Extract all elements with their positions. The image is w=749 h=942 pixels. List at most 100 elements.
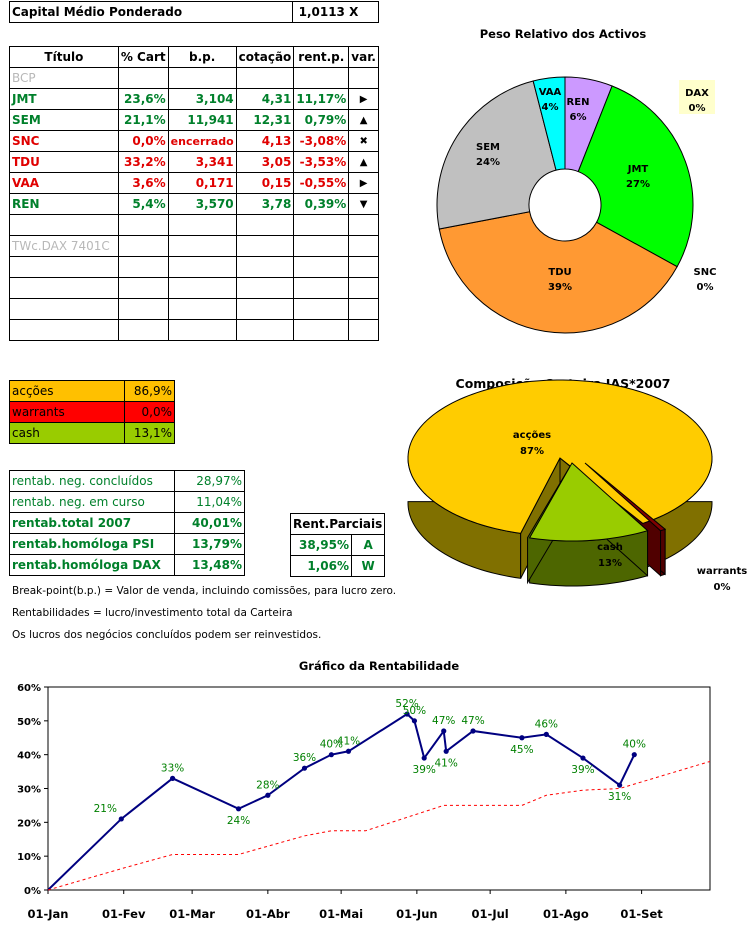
pie1-pct-jmt: 27%	[626, 179, 650, 190]
col-var: var.	[348, 46, 379, 68]
cell-cotacao	[235, 256, 295, 278]
cell-titulo: SEM	[9, 109, 119, 131]
y-tick-label: 40%	[17, 751, 41, 762]
cell-titulo: BCP	[9, 67, 119, 89]
note-rentabilidades: Rentabilidades = lucro/investimento tota…	[12, 607, 293, 619]
data-point	[580, 755, 586, 761]
allocation-label: cash	[9, 422, 125, 444]
cell-cart	[117, 277, 169, 299]
cell-cotacao	[235, 319, 295, 341]
partial-tag: W	[350, 555, 386, 577]
data-label: 21%	[94, 803, 117, 815]
data-label: 36%	[293, 752, 316, 764]
returns-value: 13,79%	[174, 533, 245, 555]
x-tick-label: 01-Fev	[102, 907, 146, 921]
data-label: 40%	[320, 739, 343, 751]
data-point	[404, 711, 410, 717]
data-label: 33%	[161, 762, 184, 774]
pie1-slice-sem	[436, 80, 557, 230]
data-label: 39%	[571, 764, 594, 776]
cell-bp	[167, 235, 237, 257]
composicao-chart: Composição Carteira JAS*2007 acções87%wa…	[407, 376, 747, 593]
cell-var-indicator: ▲	[348, 109, 379, 131]
data-point	[265, 792, 271, 798]
data-point	[441, 728, 447, 734]
data-label: 28%	[256, 779, 279, 791]
cell-cart	[117, 235, 169, 257]
cell-titulo	[9, 319, 119, 341]
returns-label: rentab. neg. em curso	[9, 491, 175, 513]
cell-var-indicator	[348, 67, 379, 89]
cell-var-indicator	[348, 214, 379, 236]
data-label: 31%	[608, 791, 631, 803]
pie1-pct-tdu: 39%	[548, 282, 572, 293]
returns-value: 28,97%	[174, 470, 245, 492]
cell-cart	[117, 214, 169, 236]
returns-value: 40,01%	[174, 512, 245, 534]
cell-cart	[117, 256, 169, 278]
note-lucros: Os lucros dos negócios concluídos podem …	[12, 629, 322, 641]
returns-row: rentab. neg. concluídos 28,97%	[9, 470, 245, 492]
partial-returns-table: Rent.Parciais 38,95% A 1,06% W	[289, 513, 386, 577]
portfolio-row	[9, 319, 379, 341]
cell-cart: 33,2%	[117, 151, 169, 173]
note-breakpoint: Break-point(b.p.) = Valor de venda, incl…	[12, 585, 397, 597]
x-tick-label: 01-Ago	[543, 907, 589, 921]
data-point	[470, 728, 476, 734]
returns-table: rentab. neg. concluídos 28,97% rentab. neg…	[9, 470, 245, 576]
pie1-label-vaa: VAA	[539, 87, 562, 98]
data-label: 39%	[413, 764, 436, 776]
allocation-row: acções 86,9%	[9, 380, 175, 402]
x-tick-label: 01-Mai	[319, 907, 363, 921]
returns-value: 13,48%	[174, 554, 245, 576]
pie1-label-sem: SEM	[476, 142, 500, 153]
cell-var-indicator	[348, 319, 379, 341]
data-point	[519, 735, 525, 741]
data-point	[301, 765, 308, 771]
data-label: 41%	[337, 735, 360, 747]
data-label: 47%	[432, 715, 455, 727]
data-point	[345, 748, 352, 754]
allocation-row: cash 13,1%	[9, 422, 175, 444]
line-title: Gráfico da Rentabilidade	[299, 659, 459, 673]
pie2-pct-acções: 87%	[520, 446, 544, 457]
cell-cart	[117, 298, 169, 320]
pie1-pct-snc: 0%	[697, 282, 714, 293]
cell-cart: 21,1%	[117, 109, 169, 131]
pie2-slice-warrants	[584, 462, 667, 532]
cell-cotacao	[235, 214, 295, 236]
partial-header-row: Rent.Parciais	[289, 513, 386, 535]
cell-titulo	[9, 298, 119, 320]
cell-cotacao	[235, 235, 295, 257]
pie2-slice-cash	[528, 462, 649, 542]
cell-var-indicator	[348, 277, 379, 299]
pie2-slice-acções	[407, 379, 713, 534]
pie1-label-dax: DAX	[685, 88, 709, 99]
portfolio-row: SEM 21,1% 11,941 12,31 0,79% ▲	[9, 109, 379, 131]
data-label: 50%	[403, 705, 426, 717]
allocation-label: warrants	[9, 401, 125, 423]
cell-bp: 0,171	[167, 172, 237, 194]
allocation-label: acções	[9, 380, 125, 402]
y-tick-label: 0%	[24, 886, 41, 897]
partial-row: 38,95% A	[290, 534, 386, 556]
allocation-value: 0,0%	[124, 401, 175, 423]
partial-row: 1,06% W	[290, 555, 386, 577]
partial-value: 1,06%	[290, 555, 352, 577]
cell-var-indicator: ▼	[348, 193, 379, 215]
y-tick-label: 50%	[17, 717, 41, 728]
pie1-pct-sem: 24%	[476, 157, 500, 168]
pie1-slice-vaa	[532, 76, 566, 171]
cell-bp: 3,570	[167, 193, 237, 215]
allocation-value: 86,9%	[124, 380, 175, 402]
pie1-slice-jmt	[577, 85, 694, 268]
returns-row: rentab. neg. em curso 11,04%	[9, 491, 245, 513]
returns-row: rentab.total 2007 40,01%	[9, 512, 245, 534]
col-titulo: Título	[9, 46, 119, 68]
cell-cart: 3,6%	[117, 172, 169, 194]
cell-rent: 0,39%	[293, 193, 350, 215]
cell-cart	[117, 319, 169, 341]
data-label: 24%	[227, 815, 250, 827]
x-tick-label: 01-Set	[620, 907, 663, 921]
pie2-label-cash: cash	[597, 542, 623, 553]
